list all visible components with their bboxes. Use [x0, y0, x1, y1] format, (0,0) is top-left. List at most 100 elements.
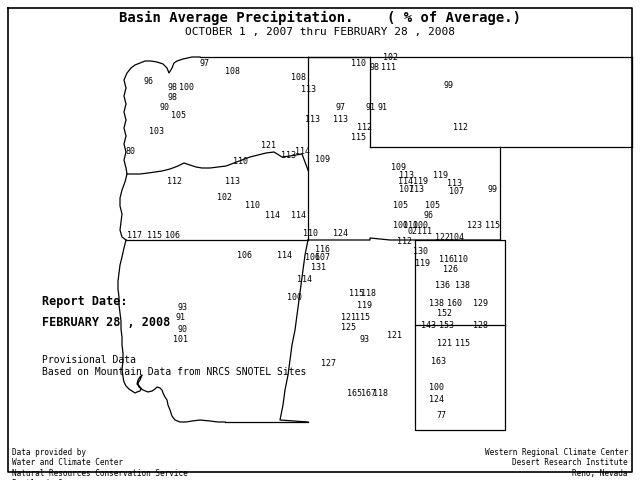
Text: 91: 91	[365, 103, 375, 111]
Text: 100: 100	[429, 384, 445, 393]
Text: 97: 97	[335, 103, 345, 111]
Text: 116: 116	[438, 255, 454, 264]
Text: 119: 119	[433, 170, 447, 180]
Text: 125: 125	[342, 324, 356, 333]
Text: 124: 124	[333, 228, 349, 238]
Text: 114: 114	[291, 211, 305, 219]
Text: 114: 114	[264, 211, 280, 219]
Text: 91: 91	[377, 103, 387, 111]
Text: 121: 121	[260, 141, 275, 149]
Text: 114: 114	[278, 251, 292, 260]
Text: 108: 108	[225, 68, 241, 76]
Text: 112: 112	[397, 238, 412, 247]
Text: 103: 103	[150, 127, 164, 135]
Text: 100: 100	[392, 220, 408, 229]
Text: 91: 91	[175, 313, 185, 323]
Text: 116: 116	[316, 245, 330, 254]
Text: 131: 131	[310, 264, 326, 273]
Text: 106: 106	[237, 251, 252, 260]
Text: 118: 118	[360, 288, 376, 298]
Text: 98: 98	[167, 84, 177, 93]
Text: 121: 121	[342, 312, 356, 322]
Text: 99: 99	[443, 81, 453, 89]
Text: 114: 114	[294, 147, 310, 156]
Text: Provisional Data
Based on Mountain Data from NRCS SNOTEL Sites: Provisional Data Based on Mountain Data …	[42, 355, 307, 377]
Text: 113: 113	[399, 170, 413, 180]
Text: 113: 113	[225, 177, 241, 185]
Text: 100: 100	[287, 292, 301, 301]
Text: 122: 122	[435, 233, 451, 242]
Text: 163: 163	[431, 357, 447, 365]
Text: Western Regional Climate Center
Desert Research Institute
Reno, Nevada: Western Regional Climate Center Desert R…	[484, 448, 628, 478]
Text: 113: 113	[447, 179, 463, 188]
Text: 113: 113	[282, 151, 296, 159]
Text: 115: 115	[349, 288, 364, 298]
Text: 80: 80	[125, 147, 135, 156]
Text: 123: 123	[467, 220, 481, 229]
Text: 110: 110	[351, 59, 365, 68]
Text: 115: 115	[147, 230, 163, 240]
Text: 93: 93	[360, 336, 370, 345]
Text: 101: 101	[173, 336, 188, 345]
Text: 100: 100	[179, 84, 193, 93]
Text: 127: 127	[321, 359, 335, 368]
Text: 110: 110	[403, 220, 417, 229]
Text: 136: 136	[435, 280, 451, 289]
Text: 111: 111	[381, 63, 397, 72]
Text: 104: 104	[449, 233, 463, 242]
Text: 100: 100	[413, 220, 428, 229]
Text: 143: 143	[420, 321, 435, 329]
Text: 117: 117	[127, 230, 141, 240]
Text: 110: 110	[303, 228, 317, 238]
Text: 105: 105	[424, 201, 440, 209]
Text: 121: 121	[438, 338, 452, 348]
Text: 110: 110	[244, 201, 259, 209]
Text: 115: 115	[351, 132, 365, 142]
Text: OCTOBER 1 , 2007 thru FEBRUARY 28 , 2008: OCTOBER 1 , 2007 thru FEBRUARY 28 , 2008	[185, 27, 455, 37]
Text: 113: 113	[333, 116, 348, 124]
Text: 105: 105	[170, 111, 186, 120]
Text: 108: 108	[291, 73, 307, 83]
Text: 128: 128	[474, 321, 488, 329]
Text: 115: 115	[486, 220, 500, 229]
Text: 105: 105	[392, 201, 408, 209]
Text: 167: 167	[360, 388, 376, 397]
Text: 114119: 114119	[398, 178, 428, 187]
Text: 107: 107	[399, 185, 413, 194]
Text: 90: 90	[160, 103, 170, 111]
Text: 107: 107	[316, 253, 330, 263]
Text: 111: 111	[417, 228, 431, 237]
Text: 96: 96	[143, 77, 153, 86]
Text: Report Date:: Report Date:	[42, 296, 127, 309]
Text: 118: 118	[374, 388, 388, 397]
Text: 153: 153	[440, 321, 454, 329]
Text: Data provided by
Water and Climate Center
Natural Resources Conservation Service: Data provided by Water and Climate Cente…	[12, 448, 188, 480]
Text: 93: 93	[177, 302, 187, 312]
Text: 130: 130	[413, 248, 428, 256]
Text: 165: 165	[348, 388, 362, 397]
Text: 98: 98	[167, 93, 177, 101]
Text: 160: 160	[447, 299, 463, 308]
Text: 115: 115	[454, 338, 470, 348]
Text: 98: 98	[370, 63, 380, 72]
Text: 138: 138	[429, 299, 445, 308]
Text: 110: 110	[232, 157, 248, 167]
Text: 102: 102	[383, 53, 397, 62]
Text: 126: 126	[444, 265, 458, 275]
Text: 90: 90	[178, 324, 188, 334]
Text: 102: 102	[216, 193, 232, 203]
Text: 129: 129	[474, 300, 488, 309]
Text: Basin Average Precipitation.    ( % of Average.): Basin Average Precipitation. ( % of Aver…	[119, 11, 521, 25]
Text: 99: 99	[488, 185, 498, 194]
Text: 119: 119	[415, 259, 431, 267]
Text: 152: 152	[436, 309, 451, 317]
Text: 106: 106	[164, 230, 179, 240]
Text: 97: 97	[199, 59, 209, 68]
Text: 114: 114	[298, 276, 312, 285]
Text: 112: 112	[166, 177, 182, 185]
Text: 112: 112	[358, 123, 372, 132]
Text: 113: 113	[301, 85, 316, 95]
Text: 113: 113	[305, 116, 319, 124]
Text: 02: 02	[408, 228, 418, 237]
Text: 77: 77	[436, 410, 446, 420]
